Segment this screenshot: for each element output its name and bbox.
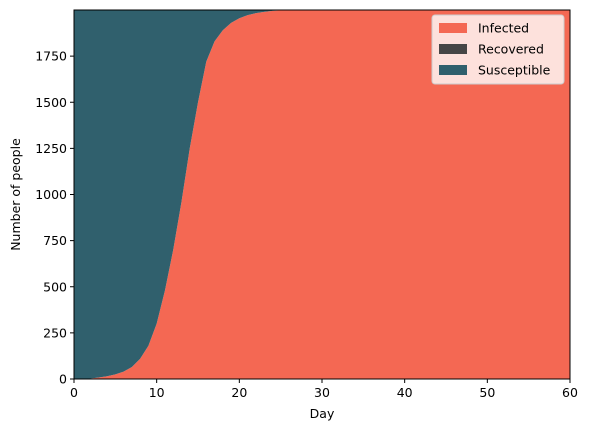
y-tick-label: 250 [43,325,67,340]
x-tick-label: 30 [314,385,330,400]
legend-items: Infected Recovered Susceptible [439,21,551,78]
x-axis-label: Day [310,406,335,421]
legend-swatch-susceptible [439,65,467,75]
y-tick-label: 1000 [35,187,67,202]
y-axis-ticks: 0 250 500 750 1000 1250 1500 1750 [35,49,74,387]
x-tick-label: 0 [70,385,78,400]
x-tick-label: 50 [479,385,495,400]
legend-label-recovered: Recovered [478,42,544,57]
y-tick-label: 1750 [35,49,67,64]
legend: Infected Recovered Susceptible [431,14,565,85]
y-tick-label: 500 [43,279,67,294]
legend-swatch-infected [439,23,467,33]
area-susceptible [74,10,570,379]
y-tick-label: 1500 [35,95,67,110]
y-axis-label: Number of people [8,138,23,251]
legend-label-susceptible: Susceptible [478,63,551,78]
y-tick-label: 1250 [35,141,67,156]
y-tick-label: 750 [43,233,67,248]
x-tick-label: 20 [231,385,247,400]
x-tick-label: 60 [562,385,578,400]
x-tick-label: 40 [397,385,413,400]
area-series-group [74,10,570,379]
legend-swatch-recovered [439,44,467,54]
x-tick-label: 10 [149,385,165,400]
y-tick-label: 0 [59,372,67,387]
x-axis-ticks: 0 10 20 30 40 50 60 [70,379,578,400]
legend-label-infected: Infected [478,21,529,36]
